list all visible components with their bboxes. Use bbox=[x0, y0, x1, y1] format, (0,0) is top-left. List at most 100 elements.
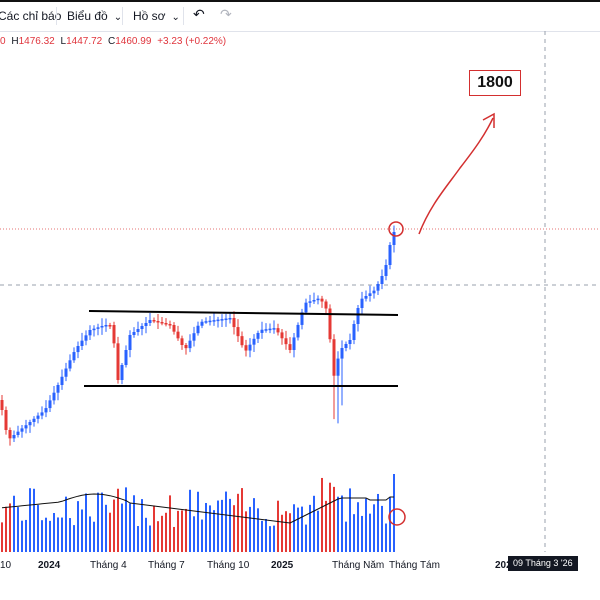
candlestick-series bbox=[0, 225, 396, 446]
volume-bar bbox=[337, 496, 339, 552]
forecast-arrow-head bbox=[482, 112, 495, 128]
charts-menu-button[interactable]: Biểu đồ ⌄ bbox=[67, 9, 122, 23]
candle-body bbox=[152, 320, 156, 322]
candle-body bbox=[8, 430, 12, 439]
profiles-menu-button[interactable]: Hồ sơ ⌄ bbox=[133, 9, 180, 23]
volume-bar bbox=[293, 504, 295, 552]
volume-bar bbox=[365, 498, 367, 552]
price-chart[interactable] bbox=[0, 31, 600, 552]
candle-body bbox=[108, 325, 112, 327]
candle-body bbox=[24, 425, 28, 429]
candle-body bbox=[276, 328, 280, 333]
volume-bar bbox=[305, 524, 307, 552]
candle-body bbox=[56, 385, 60, 393]
candle-body bbox=[88, 330, 92, 336]
candle-body bbox=[208, 320, 212, 323]
candle-body bbox=[164, 323, 168, 325]
candle-body bbox=[132, 332, 136, 335]
indicators-button[interactable]: Các chỉ báo bbox=[0, 9, 62, 23]
volume-bar bbox=[349, 488, 351, 552]
volume-bar bbox=[229, 498, 231, 552]
volume-bar bbox=[157, 521, 159, 552]
volume-bar bbox=[297, 507, 299, 552]
target-price-label[interactable]: 1800 bbox=[469, 70, 521, 96]
volume-bar bbox=[369, 513, 371, 552]
close-key: C bbox=[108, 36, 116, 47]
time-axis-label: 2024 bbox=[38, 560, 61, 571]
candle-body bbox=[216, 319, 220, 322]
candle-body bbox=[144, 323, 148, 326]
volume-bar bbox=[313, 495, 315, 552]
candle-body bbox=[128, 335, 132, 350]
resistance-trendline[interactable] bbox=[88, 310, 399, 316]
candle-body bbox=[72, 352, 76, 361]
redo-icon[interactable]: ↷ bbox=[220, 6, 232, 22]
candle-body bbox=[324, 301, 328, 309]
candle-body bbox=[240, 336, 244, 346]
volume-bar bbox=[25, 519, 27, 552]
candle-body bbox=[268, 328, 272, 331]
charts-menu-label: Biểu đồ bbox=[67, 9, 108, 23]
volume-bar bbox=[1, 522, 3, 552]
candle-body bbox=[332, 339, 336, 376]
volume-bar bbox=[121, 503, 123, 552]
volume-bar bbox=[117, 488, 119, 552]
candle-body bbox=[272, 328, 276, 330]
volume-bar bbox=[233, 505, 235, 552]
candle-body bbox=[28, 422, 32, 426]
volume-bar bbox=[205, 502, 207, 552]
candle-body bbox=[388, 245, 392, 265]
volume-bar bbox=[225, 491, 227, 552]
price-highlight-circle[interactable] bbox=[388, 221, 404, 237]
candle-body bbox=[200, 321, 204, 326]
candle-body bbox=[160, 322, 164, 324]
volume-bar bbox=[145, 517, 147, 552]
volume-bar bbox=[141, 499, 143, 552]
candle-body bbox=[100, 326, 104, 328]
volume-bar bbox=[33, 488, 35, 552]
candle-body bbox=[124, 350, 128, 365]
candle-body bbox=[204, 321, 208, 323]
volume-bar bbox=[393, 474, 395, 552]
volume-bar bbox=[169, 495, 171, 552]
candle-body bbox=[348, 340, 352, 344]
volume-bar bbox=[93, 521, 95, 552]
candle-body bbox=[304, 302, 308, 313]
volume-bar bbox=[101, 492, 103, 552]
volume-bar bbox=[113, 499, 115, 552]
candle-body bbox=[252, 338, 256, 345]
forecast-arrow[interactable] bbox=[418, 117, 494, 235]
candle-body bbox=[360, 298, 364, 308]
volume-bar bbox=[73, 525, 75, 552]
candle-body bbox=[372, 290, 376, 294]
candle-body bbox=[84, 335, 88, 341]
chart-toolbar: Các chỉ báo Biểu đồ ⌄ Hồ sơ ⌄ ↶ ↷ bbox=[0, 0, 600, 32]
candle-body bbox=[292, 337, 296, 350]
candle-body bbox=[180, 338, 184, 345]
candle-body bbox=[340, 348, 344, 359]
volume-bar bbox=[133, 495, 135, 552]
candle-body bbox=[284, 338, 288, 345]
candle-body bbox=[184, 345, 188, 349]
volume-bar bbox=[185, 508, 187, 552]
volume-bar bbox=[97, 492, 99, 552]
candle-body bbox=[156, 321, 160, 323]
volume-bar bbox=[329, 482, 331, 552]
candle-body bbox=[172, 325, 176, 332]
candle-body bbox=[48, 400, 52, 409]
volume-bar bbox=[353, 514, 355, 552]
candle-body bbox=[228, 318, 232, 320]
volume-bar bbox=[301, 506, 303, 552]
candle-body bbox=[288, 344, 292, 350]
window-edge bbox=[0, 0, 600, 2]
volume-bar bbox=[125, 487, 127, 552]
volume-highlight-circle[interactable] bbox=[388, 508, 406, 526]
undo-icon[interactable]: ↶ bbox=[193, 6, 205, 22]
candle-body bbox=[32, 418, 36, 422]
candle-body bbox=[136, 329, 140, 332]
ohlc-legend: 0 H1476.32 L1447.72 C1460.99 +3.23 (+0.2… bbox=[0, 36, 226, 47]
candle-body bbox=[168, 324, 172, 326]
candle-body bbox=[308, 301, 312, 303]
candle-body bbox=[148, 320, 152, 323]
volume-moving-average bbox=[1, 493, 394, 524]
